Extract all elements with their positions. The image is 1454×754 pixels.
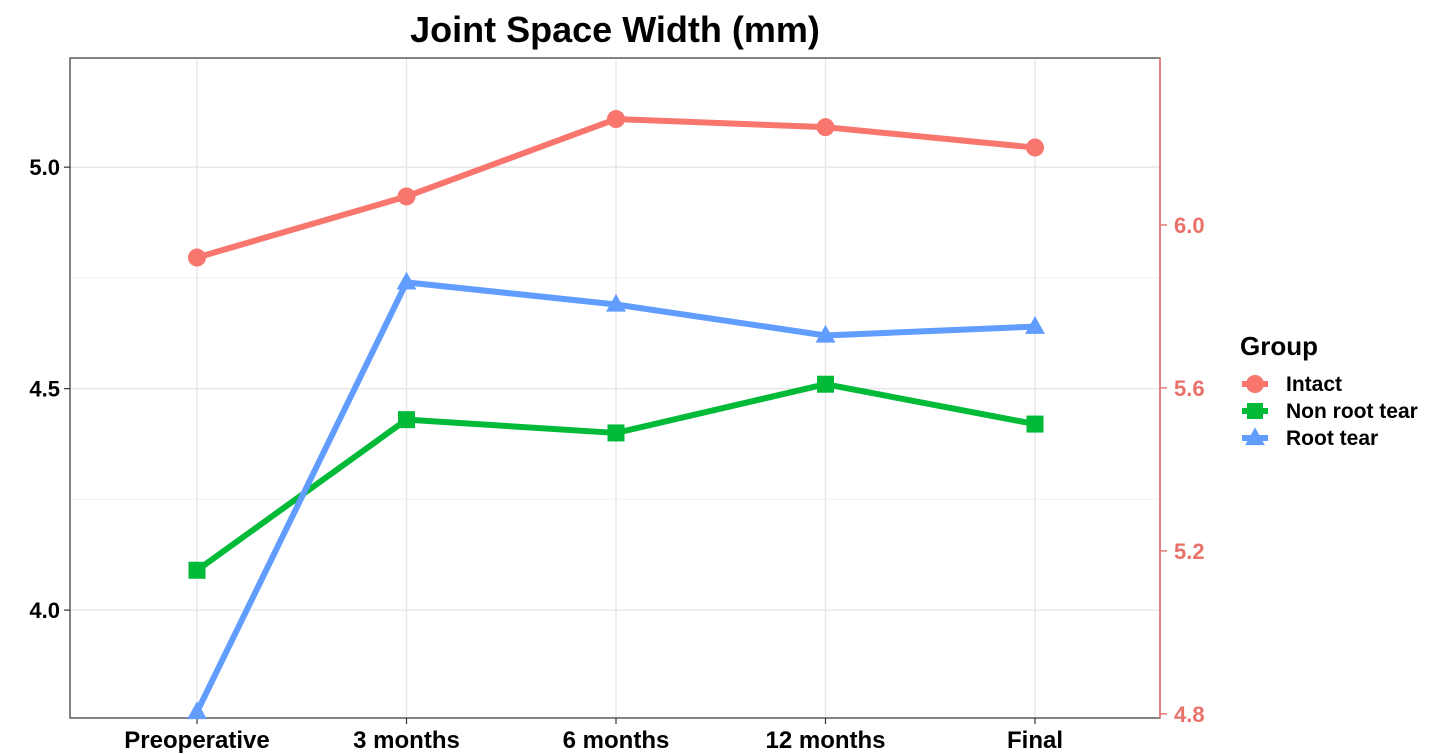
- left-tick-label: 4.5: [29, 377, 60, 402]
- data-point: [187, 701, 207, 720]
- x-tick-label: 6 months: [563, 727, 670, 754]
- legend-label: Root tear: [1286, 427, 1378, 450]
- legend-label: Non root tear: [1286, 400, 1418, 423]
- series-non-root-tear: [188, 375, 1044, 579]
- data-point: [397, 187, 416, 206]
- data-point: [607, 110, 625, 129]
- chart-title: Joint Space Width (mm): [410, 9, 820, 50]
- right-tick-label: 5.2: [1174, 539, 1205, 564]
- data-point: [188, 561, 206, 579]
- legend-title: Group: [1240, 331, 1318, 361]
- legend-key-marker: [1246, 375, 1264, 393]
- data-point: [817, 375, 834, 393]
- data-point: [1025, 316, 1045, 334]
- right-tick-label: 6.0: [1174, 213, 1205, 238]
- legend-label: Intact: [1286, 373, 1342, 396]
- right-y-axis: 4.8 5.2 5.6 6.0: [1159, 58, 1205, 727]
- legend-item: Root tear: [1242, 427, 1378, 450]
- data-point: [815, 324, 836, 343]
- data-point: [816, 118, 835, 137]
- x-tick-label: 12 months: [765, 727, 885, 754]
- left-tick-label: 4.0: [29, 598, 60, 623]
- series-layer: [187, 110, 1045, 720]
- x-axis: Preoperative 3 months 6 months 12 months Fin…: [124, 718, 1063, 754]
- right-tick-label: 5.6: [1174, 376, 1205, 401]
- left-y-axis: 4.0 4.5 5.0: [29, 155, 70, 623]
- legend-item: Intact: [1242, 373, 1342, 396]
- data-point: [398, 411, 415, 429]
- x-tick-label: Final: [1007, 727, 1063, 754]
- right-tick-label: 4.8: [1174, 702, 1205, 727]
- legend: Group Intact Non root tear Root tear: [1240, 331, 1418, 450]
- data-point: [607, 424, 625, 442]
- x-tick-label: 3 months: [353, 727, 460, 754]
- grid: [70, 58, 1160, 718]
- series-root-tear: [187, 271, 1045, 720]
- legend-item: Non root tear: [1242, 400, 1418, 423]
- data-point: [606, 293, 626, 312]
- legend-key-marker: [1247, 403, 1263, 419]
- data-point: [1026, 138, 1044, 157]
- data-point: [396, 271, 417, 290]
- series-intact: [188, 110, 1044, 267]
- data-point: [1026, 415, 1044, 433]
- data-point: [188, 248, 206, 267]
- left-tick-label: 5.0: [29, 155, 60, 180]
- legend-key-marker: [1245, 427, 1265, 446]
- x-tick-label: Preoperative: [124, 727, 269, 754]
